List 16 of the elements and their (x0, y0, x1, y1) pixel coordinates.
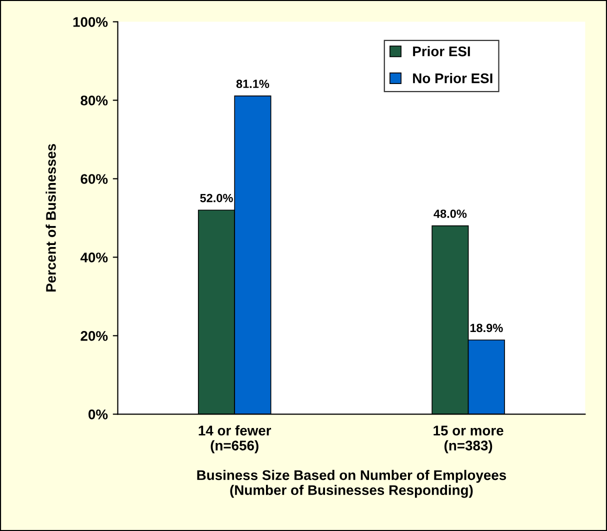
data-label: 48.0% (434, 210, 467, 218)
data-label: 81.1% (236, 80, 270, 88)
data-label: 52.0% (200, 194, 233, 202)
y-tick-label: 80% (80, 96, 108, 106)
y-axis-title: Percent of Businesses (46, 144, 56, 292)
y-tick-label: 100% (73, 17, 108, 27)
legend-label: Prior ESI (413, 46, 470, 56)
y-tick-label: 20% (80, 331, 108, 341)
y-tick-label: 60% (80, 174, 108, 184)
y-tick-label: 40% (80, 252, 108, 262)
x-axis-title: Business Size Based on Number of Employees (Number of Businesses Responding) (197, 470, 506, 498)
legend-label: No Prior ESI (413, 73, 492, 84)
y-tick-label: 0% (88, 410, 108, 420)
x-tick-label: 14 or fewer (n=656) (198, 425, 272, 454)
data-label: 18.9% (470, 324, 503, 332)
x-tick-label: 15 or more (n=383) (434, 426, 504, 454)
